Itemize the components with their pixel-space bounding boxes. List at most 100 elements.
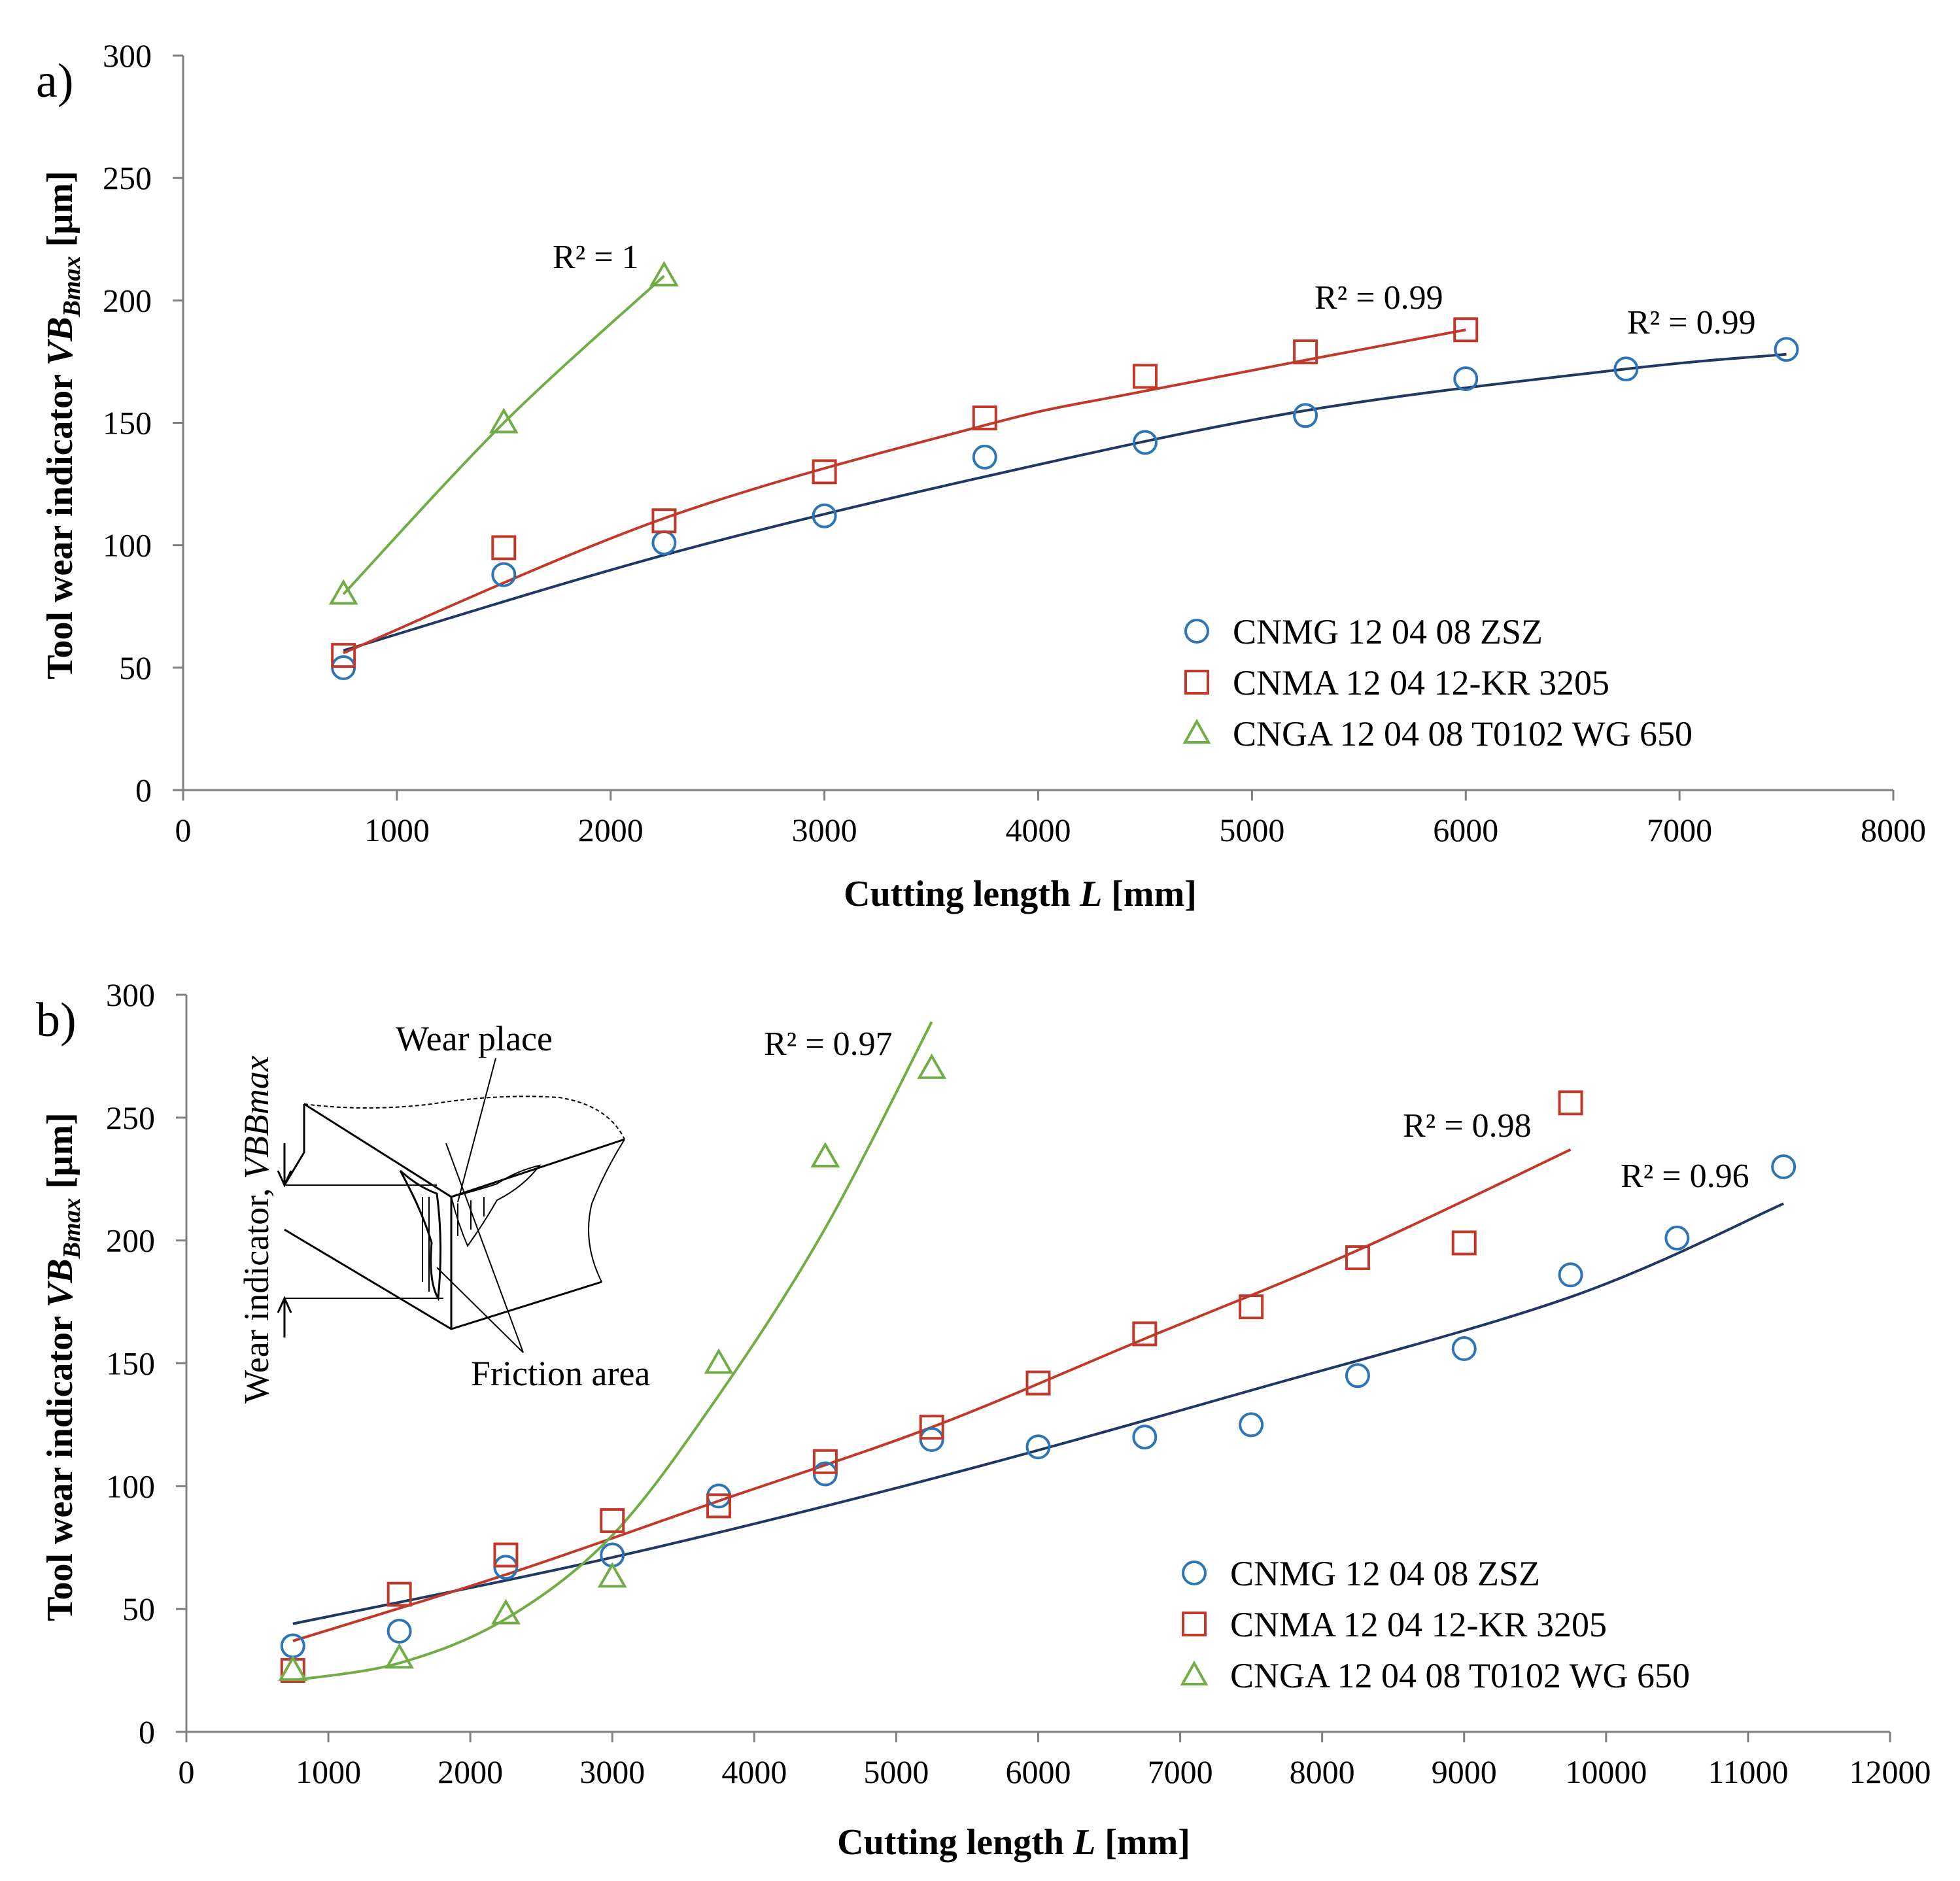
- y-tick-label: 50: [122, 1591, 155, 1627]
- wear-indicator-label: Wear indicator, VBBmax: [237, 1056, 276, 1404]
- wear-scar: [399, 1169, 442, 1302]
- data-point-square: [706, 1493, 732, 1519]
- x-tick-label: 8000: [1861, 812, 1926, 848]
- data-point-square: [491, 535, 517, 561]
- x-tick-label: 6000: [1433, 812, 1498, 848]
- data-point-circle: [1451, 1336, 1477, 1361]
- tool-right-profile: [588, 1139, 625, 1283]
- data-point-circle: [1239, 1412, 1264, 1438]
- data-point-square: [1239, 1294, 1264, 1320]
- data-point-square: [387, 1581, 412, 1607]
- r-squared-label: R² = 0.96: [1621, 1158, 1749, 1195]
- legend-circle-marker: [1182, 1561, 1207, 1585]
- panel-a-y-axis-title: Tool wear indicator VBBmax [µm]: [40, 171, 86, 680]
- data-point-circle: [491, 562, 517, 587]
- x-tick-label: 11000: [1708, 1753, 1788, 1790]
- y-tick-label: 300: [103, 37, 152, 74]
- leader-friction-1: [445, 1143, 524, 1353]
- r-squared-label: R² = 0.99: [1315, 279, 1443, 317]
- data-point-triangle: [490, 1598, 521, 1625]
- leader-wear-place: [457, 1058, 496, 1203]
- trend-line-triangle: [292, 1021, 933, 1682]
- data-point-square: [972, 406, 997, 431]
- x-tick-label: 2000: [578, 812, 644, 848]
- panel-b-legend: CNMG 12 04 08 ZSZ CNMA 12 04 12-KR 3205 …: [1180, 1554, 1690, 1695]
- wear-hatching: [422, 1197, 485, 1292]
- legend-label-cnmg: CNMG 12 04 08 ZSZ: [1230, 1554, 1540, 1593]
- data-point-square: [1558, 1090, 1583, 1116]
- legend-label-cnga: CNGA 12 04 08 T0102 WG 650: [1233, 714, 1693, 753]
- data-point-circle: [1558, 1262, 1583, 1288]
- trend-line-triangle: [342, 275, 665, 595]
- dim-arrow-down: [277, 1296, 292, 1337]
- x-tick-label: 5000: [863, 1753, 929, 1790]
- x-tick-label: 3000: [792, 812, 857, 848]
- data-point-circle: [1774, 337, 1799, 362]
- data-point-square: [331, 643, 356, 668]
- data-point-square: [1132, 364, 1158, 389]
- panel-a-label: a): [36, 54, 74, 108]
- data-point-circle: [1613, 356, 1639, 382]
- panel-a-fit-lines: [342, 275, 1787, 655]
- x-tick-label: 9000: [1432, 1753, 1497, 1790]
- data-point-triangle: [597, 1562, 627, 1588]
- data-point-circle: [1664, 1225, 1690, 1251]
- legend-circle-marker: [1184, 619, 1209, 644]
- tool-cutting-edge: [303, 1103, 625, 1198]
- y-tick-label: 0: [135, 772, 152, 808]
- panel-a-x-axis-title: Cutting length L [mm]: [844, 874, 1197, 914]
- data-point-circle: [1132, 430, 1158, 455]
- x-tick-label: 7000: [1647, 812, 1712, 848]
- y-tick-label: 150: [103, 405, 152, 441]
- x-tick-label: 0: [175, 812, 192, 848]
- legend-triangle-marker: [1182, 718, 1211, 744]
- data-point-circle: [1132, 1424, 1158, 1450]
- y-tick-label: 300: [106, 976, 155, 1013]
- friction-area-label: Friction area: [471, 1354, 650, 1393]
- data-point-circle: [972, 444, 997, 470]
- tool-wear-sketch: Wear place Friction area Wear indicator,…: [237, 1019, 650, 1404]
- legend-label-cnga: CNGA 12 04 08 T0102 WG 650: [1230, 1656, 1690, 1695]
- data-point-circle: [812, 503, 837, 528]
- x-tick-label: 0: [179, 1753, 195, 1790]
- panel-a-x-ticks: 0 1000 2000 3000 4000 5000 6000 7000 8000: [175, 790, 1926, 848]
- data-point-triangle: [917, 1053, 947, 1079]
- panel-a-axes: [182, 56, 1893, 791]
- y-tick-label: 0: [139, 1714, 155, 1750]
- data-point-square: [1453, 317, 1479, 343]
- data-point-circle: [1453, 366, 1479, 392]
- data-point-circle: [1771, 1154, 1797, 1179]
- y-tick-label: 250: [103, 160, 152, 196]
- wear-crater: [450, 1164, 542, 1248]
- leader-friction-2: [436, 1267, 524, 1353]
- panel-a-y-ticks: 0 50 100 150 200 250 300: [103, 37, 183, 808]
- data-point-square: [1293, 339, 1318, 364]
- y-tick-label: 100: [103, 527, 152, 564]
- x-tick-label: 4000: [721, 1753, 787, 1790]
- data-point-square: [651, 508, 677, 534]
- data-point-square: [1451, 1230, 1477, 1256]
- data-point-triangle: [704, 1348, 734, 1374]
- x-tick-label: 4000: [1006, 812, 1071, 848]
- y-tick-label: 50: [119, 649, 152, 686]
- x-tick-label: 7000: [1148, 1753, 1213, 1790]
- panel-b-x-ticks: 0 1000 2000 3000 4000 5000 6000 7000 8000 9000 100…: [179, 1732, 1931, 1790]
- data-point-square: [600, 1508, 625, 1533]
- legend-triangle-marker: [1180, 1660, 1209, 1685]
- data-point-square: [919, 1415, 944, 1440]
- y-tick-label: 200: [106, 1222, 155, 1259]
- r-squared-label: R² = 1: [553, 239, 639, 276]
- panel-a-r2-labels: R² = 0.99 R² = 0.99 R² = 1: [553, 239, 1756, 341]
- panel-b-y-ticks: 0 50 100 150 200 250 300: [106, 976, 186, 1750]
- panel-b-fit-lines: [292, 1021, 1784, 1682]
- trend-line-circle: [292, 1202, 1784, 1625]
- panel-b-y-axis-title: Tool wear indicator VBBmax [µm]: [40, 1113, 86, 1621]
- y-tick-label: 150: [106, 1345, 155, 1382]
- x-tick-label: 5000: [1219, 812, 1284, 848]
- x-tick-label: 8000: [1290, 1753, 1355, 1790]
- data-point-circle: [280, 1633, 305, 1659]
- tool-top-edge: [303, 1096, 625, 1140]
- data-point-triangle: [328, 579, 358, 605]
- legend-square-marker: [1184, 670, 1209, 695]
